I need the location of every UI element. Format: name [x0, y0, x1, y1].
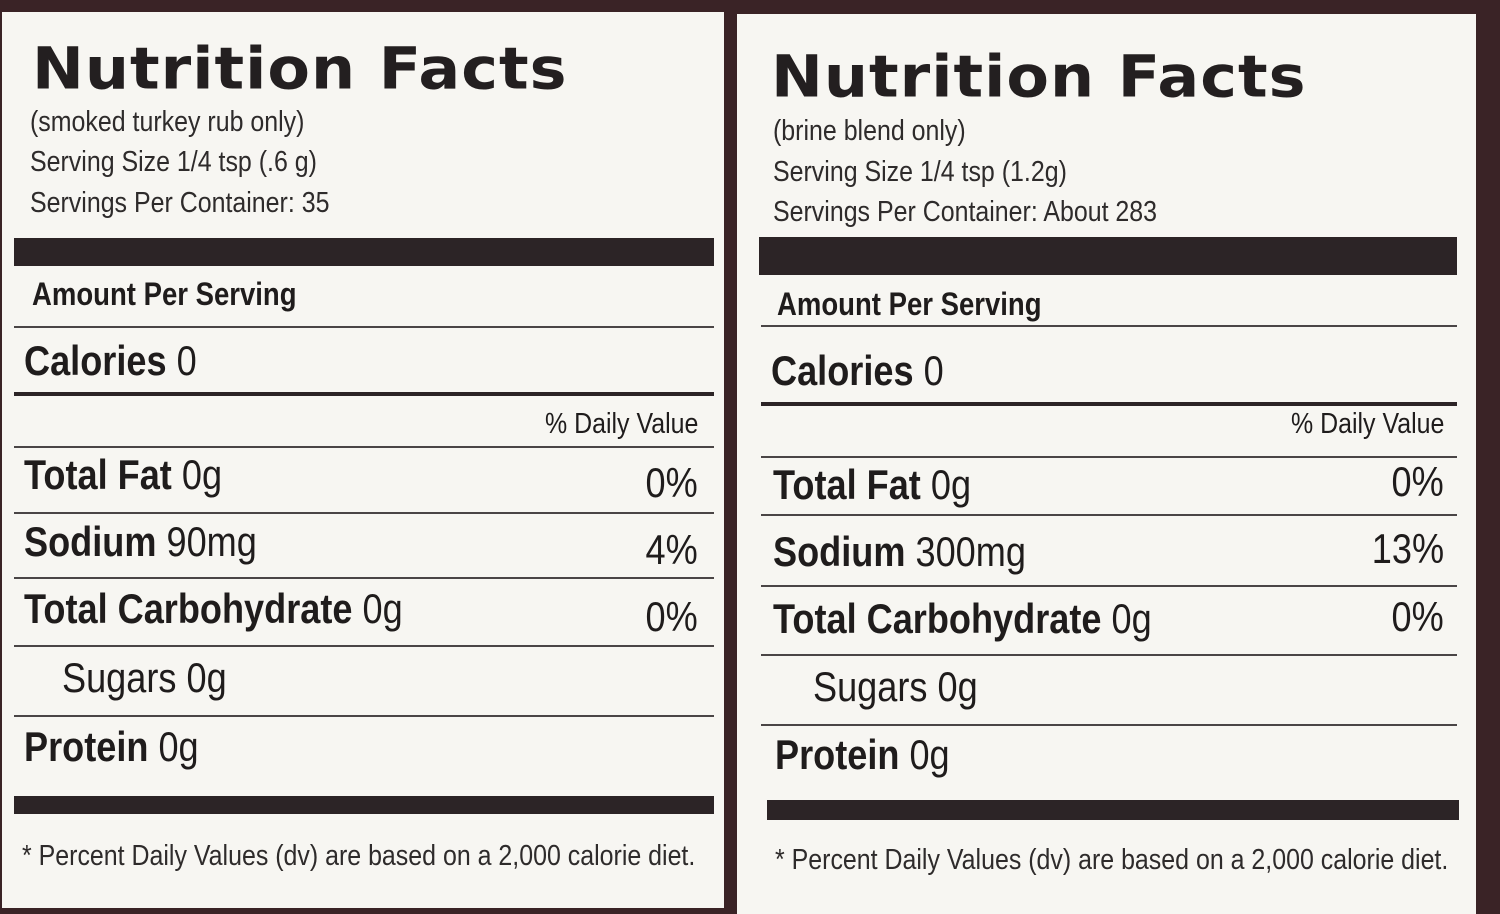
thick-divider [14, 238, 714, 266]
divider [761, 325, 1457, 327]
nutrient-dv: 13% [1371, 525, 1444, 572]
nutrient-amount: 0g [186, 654, 227, 701]
thick-divider [767, 800, 1459, 820]
divider [14, 645, 714, 647]
label-subtitle: (brine blend only) [773, 115, 966, 147]
nutrient-protein: Protein 0g [775, 734, 950, 776]
divider [761, 585, 1457, 587]
divider [14, 512, 714, 514]
serving-size: Serving Size 1/4 tsp (.6 g) [30, 146, 317, 178]
nutrient-total-carbohydrate: Total Carbohydrate 0g [773, 598, 1152, 640]
nutrient-sodium: Sodium 90mg [24, 521, 257, 563]
thick-divider [14, 796, 714, 814]
nutrient-amount: 0g [362, 585, 403, 632]
nutrient-sodium: Sodium 300mg [773, 531, 1026, 573]
amount-per-serving: Amount Per Serving [32, 276, 297, 312]
calories-value: 0 [923, 347, 944, 394]
label-title: Nutrition Facts [32, 34, 568, 103]
footnote: * Percent Daily Values (dv) are based on… [775, 844, 1449, 876]
nutrient-total-carbohydrate: Total Carbohydrate 0g [24, 588, 403, 630]
nutrient-name: Total Fat [24, 451, 172, 498]
nutrient-amount: 0g [937, 663, 978, 710]
divider [761, 724, 1457, 726]
nutrition-label-right: Nutrition Facts (brine blend only) Servi… [737, 14, 1476, 914]
calories-value: 0 [176, 337, 197, 384]
calories-label: Calories [24, 337, 167, 384]
nutrient-name: Total Carbohydrate [24, 585, 353, 632]
divider [761, 654, 1457, 656]
nutrient-name: Sugars [62, 654, 177, 701]
divider [14, 446, 714, 448]
medium-divider [761, 402, 1457, 406]
calories-row: Calories 0 [24, 340, 197, 382]
nutrient-amount: 0g [1111, 595, 1152, 642]
nutrient-amount: 0g [909, 731, 950, 778]
divider [761, 456, 1457, 458]
footnote: * Percent Daily Values (dv) are based on… [22, 840, 696, 872]
nutrient-name: Total Carbohydrate [773, 595, 1102, 642]
nutrient-sugars: Sugars 0g [813, 666, 978, 708]
divider [14, 715, 714, 717]
nutrition-label-left: Nutrition Facts (smoked turkey rub only)… [2, 12, 724, 908]
nutrient-amount: 0g [158, 723, 199, 770]
divider [14, 326, 714, 328]
nutrient-amount: 300mg [915, 528, 1026, 575]
servings-per-container: Servings Per Container: 35 [30, 187, 330, 219]
nutrient-total-fat: Total Fat 0g [24, 454, 222, 496]
medium-divider [14, 392, 714, 396]
label-subtitle: (smoked turkey rub only) [30, 106, 305, 138]
nutrient-dv: 4% [645, 526, 698, 573]
nutrient-amount: 90mg [166, 518, 257, 565]
calories-label: Calories [771, 347, 914, 394]
servings-per-container: Servings Per Container: About 283 [773, 196, 1158, 228]
amount-per-serving: Amount Per Serving [777, 286, 1042, 322]
nutrient-total-fat: Total Fat 0g [773, 464, 971, 506]
daily-value-header: % Daily Value [544, 408, 698, 440]
nutrient-dv: 0% [1391, 458, 1444, 505]
nutrient-protein: Protein 0g [24, 726, 199, 768]
nutrient-name: Protein [775, 731, 900, 778]
nutrient-amount: 0g [930, 461, 972, 508]
nutrient-dv: 0% [645, 459, 698, 506]
label-title: Nutrition Facts [771, 42, 1307, 111]
nutrient-amount: 0g [181, 451, 223, 498]
nutrient-name: Sodium [773, 528, 906, 575]
nutrient-dv: 0% [1391, 593, 1444, 640]
nutrient-name: Sodium [24, 518, 157, 565]
nutrient-name: Protein [24, 723, 149, 770]
thick-divider [759, 237, 1457, 275]
nutrient-name: Total Fat [773, 461, 921, 508]
divider [761, 514, 1457, 516]
serving-size: Serving Size 1/4 tsp (1.2g) [773, 156, 1067, 188]
nutrient-name: Sugars [813, 663, 928, 710]
divider [14, 577, 714, 579]
nutrient-sugars: Sugars 0g [62, 657, 227, 699]
calories-row: Calories 0 [771, 350, 944, 392]
nutrient-dv: 0% [645, 593, 698, 640]
daily-value-header: % Daily Value [1290, 408, 1444, 440]
